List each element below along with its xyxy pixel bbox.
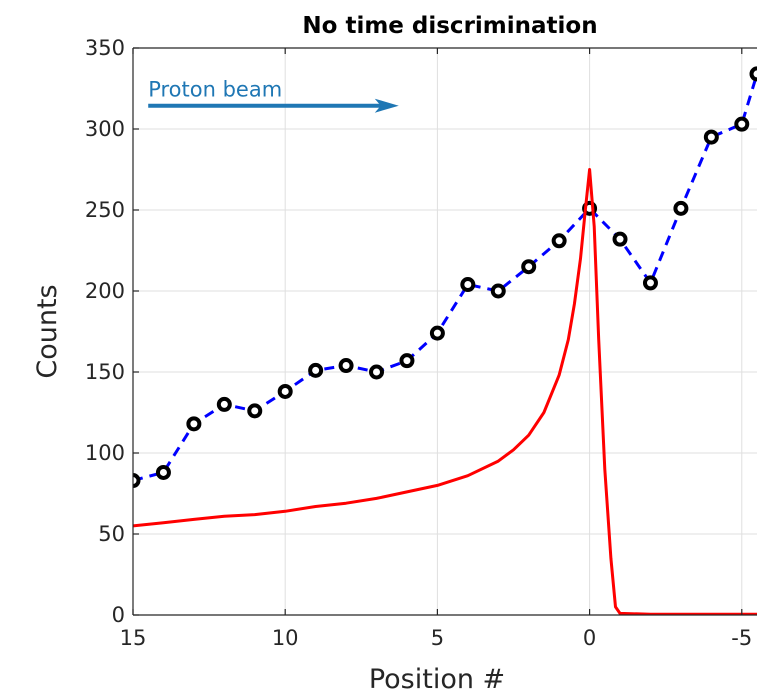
y-tick-label: 250 — [85, 198, 125, 222]
data-point-marker — [338, 358, 354, 374]
data-point-marker — [521, 259, 537, 275]
axes — [132, 47, 757, 616]
data-point-marker — [247, 403, 263, 419]
y-tick-label: 350 — [85, 36, 125, 60]
data-point-marker — [703, 129, 719, 145]
data-point-marker — [216, 396, 232, 412]
data-point-marker — [369, 364, 385, 380]
data-point-marker — [133, 473, 141, 489]
data-point-marker — [429, 325, 445, 341]
data-point-marker — [673, 200, 689, 216]
data-point-marker — [399, 353, 415, 369]
y-tick-label: 100 — [85, 441, 125, 465]
x-tick-label: 0 — [583, 626, 596, 650]
x-tick-label: 10 — [272, 626, 299, 650]
data-point-marker — [308, 362, 324, 378]
data-point-marker — [551, 233, 567, 249]
data-point-marker — [749, 66, 757, 82]
y-tick-label: 300 — [85, 117, 125, 141]
data-point-marker — [460, 277, 476, 293]
series-blue-dashed-line — [133, 73, 757, 482]
chart-title: No time discrimination — [302, 13, 597, 39]
proton-beam-annotation: Proton beam — [148, 78, 399, 113]
y-tick-label: 0 — [112, 603, 125, 627]
data-point-marker — [490, 283, 506, 299]
x-axis-label: Position # — [369, 664, 505, 695]
data-point-marker — [734, 116, 750, 132]
data-point-marker — [186, 416, 202, 432]
data-point-marker — [642, 275, 658, 291]
data-point-marker — [277, 383, 293, 399]
series-red-curve — [133, 168, 757, 615]
y-tick-label: 150 — [85, 360, 125, 384]
annotation-label: Proton beam — [148, 78, 282, 102]
x-tick-label: 15 — [120, 626, 147, 650]
y-tick-label: 200 — [85, 279, 125, 303]
x-tick-label: -5 — [731, 626, 752, 650]
data-point-marker — [155, 464, 171, 480]
series-layer — [133, 66, 757, 615]
annotation-arrow-head — [374, 98, 399, 113]
y-axis-label: Counts — [32, 284, 63, 378]
x-tick-label: 5 — [431, 626, 444, 650]
data-point-marker — [612, 231, 628, 247]
y-tick-label: 50 — [98, 522, 125, 546]
